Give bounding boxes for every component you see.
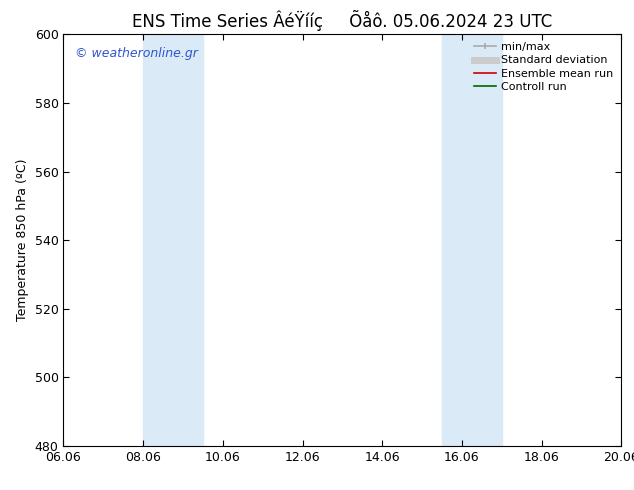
Legend: min/max, Standard deviation, Ensemble mean run, Controll run: min/max, Standard deviation, Ensemble me… [469, 38, 618, 97]
Y-axis label: Temperature 850 hPa (ºC): Temperature 850 hPa (ºC) [16, 159, 29, 321]
Text: © weatheronline.gr: © weatheronline.gr [75, 47, 197, 60]
Bar [442, 34, 501, 446]
Title: ENS Time Series ÂéŸííç     Õåô. 05.06.2024 23 UTC: ENS Time Series ÂéŸííç Õåô. 05.06.2024 2… [133, 10, 552, 31]
Bar [143, 34, 203, 446]
